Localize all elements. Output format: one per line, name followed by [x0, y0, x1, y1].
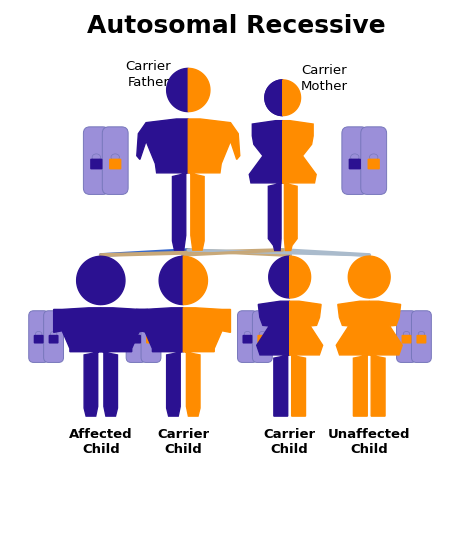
- FancyBboxPatch shape: [361, 127, 386, 194]
- Ellipse shape: [369, 154, 378, 160]
- FancyBboxPatch shape: [126, 311, 146, 362]
- Ellipse shape: [418, 331, 425, 337]
- Polygon shape: [257, 301, 289, 416]
- Text: Carrier
Child: Carrier Child: [263, 428, 316, 456]
- Ellipse shape: [111, 154, 119, 160]
- FancyBboxPatch shape: [49, 335, 59, 343]
- Polygon shape: [289, 301, 323, 416]
- FancyBboxPatch shape: [253, 311, 272, 362]
- FancyBboxPatch shape: [29, 311, 49, 362]
- FancyBboxPatch shape: [416, 335, 426, 343]
- FancyBboxPatch shape: [237, 311, 257, 362]
- Ellipse shape: [259, 331, 265, 337]
- FancyBboxPatch shape: [83, 127, 109, 194]
- Ellipse shape: [350, 154, 359, 160]
- Polygon shape: [101, 308, 148, 416]
- Polygon shape: [184, 308, 230, 416]
- FancyBboxPatch shape: [412, 311, 431, 362]
- Polygon shape: [269, 256, 289, 298]
- Text: Carrier
Father: Carrier Father: [126, 60, 171, 89]
- Polygon shape: [53, 308, 101, 416]
- Ellipse shape: [244, 331, 251, 337]
- FancyBboxPatch shape: [141, 311, 161, 362]
- FancyBboxPatch shape: [396, 311, 416, 362]
- FancyBboxPatch shape: [34, 335, 44, 343]
- Text: Carrier
Mother: Carrier Mother: [301, 64, 348, 93]
- Ellipse shape: [92, 154, 101, 160]
- Polygon shape: [369, 301, 402, 416]
- Text: Unaffected
Child: Unaffected Child: [328, 428, 411, 456]
- FancyBboxPatch shape: [257, 335, 267, 343]
- Polygon shape: [159, 256, 184, 304]
- Ellipse shape: [35, 331, 42, 337]
- Polygon shape: [369, 256, 390, 298]
- Polygon shape: [265, 80, 283, 116]
- FancyBboxPatch shape: [243, 335, 253, 343]
- Polygon shape: [283, 121, 316, 250]
- FancyBboxPatch shape: [402, 335, 412, 343]
- Polygon shape: [348, 256, 369, 298]
- Polygon shape: [77, 256, 101, 304]
- Polygon shape: [265, 80, 283, 116]
- Polygon shape: [289, 256, 311, 298]
- Polygon shape: [136, 308, 184, 416]
- Polygon shape: [249, 121, 283, 250]
- Polygon shape: [137, 119, 188, 250]
- Polygon shape: [101, 256, 125, 304]
- FancyBboxPatch shape: [368, 158, 380, 170]
- FancyBboxPatch shape: [131, 335, 141, 343]
- Text: Affected
Child: Affected Child: [69, 428, 132, 456]
- Ellipse shape: [148, 331, 154, 337]
- Ellipse shape: [133, 331, 140, 337]
- FancyBboxPatch shape: [349, 158, 361, 170]
- Text: Carrier
Child: Carrier Child: [157, 428, 210, 456]
- Polygon shape: [188, 119, 240, 250]
- Ellipse shape: [403, 331, 410, 337]
- FancyBboxPatch shape: [102, 127, 128, 194]
- Polygon shape: [336, 301, 369, 416]
- FancyBboxPatch shape: [342, 127, 368, 194]
- FancyBboxPatch shape: [109, 158, 122, 170]
- FancyBboxPatch shape: [146, 335, 156, 343]
- Polygon shape: [166, 68, 188, 112]
- Polygon shape: [184, 256, 208, 304]
- Polygon shape: [283, 80, 300, 116]
- FancyBboxPatch shape: [90, 158, 103, 170]
- Ellipse shape: [50, 331, 57, 337]
- Text: Autosomal Recessive: Autosomal Recessive: [87, 14, 385, 39]
- Polygon shape: [188, 68, 210, 112]
- FancyBboxPatch shape: [44, 311, 63, 362]
